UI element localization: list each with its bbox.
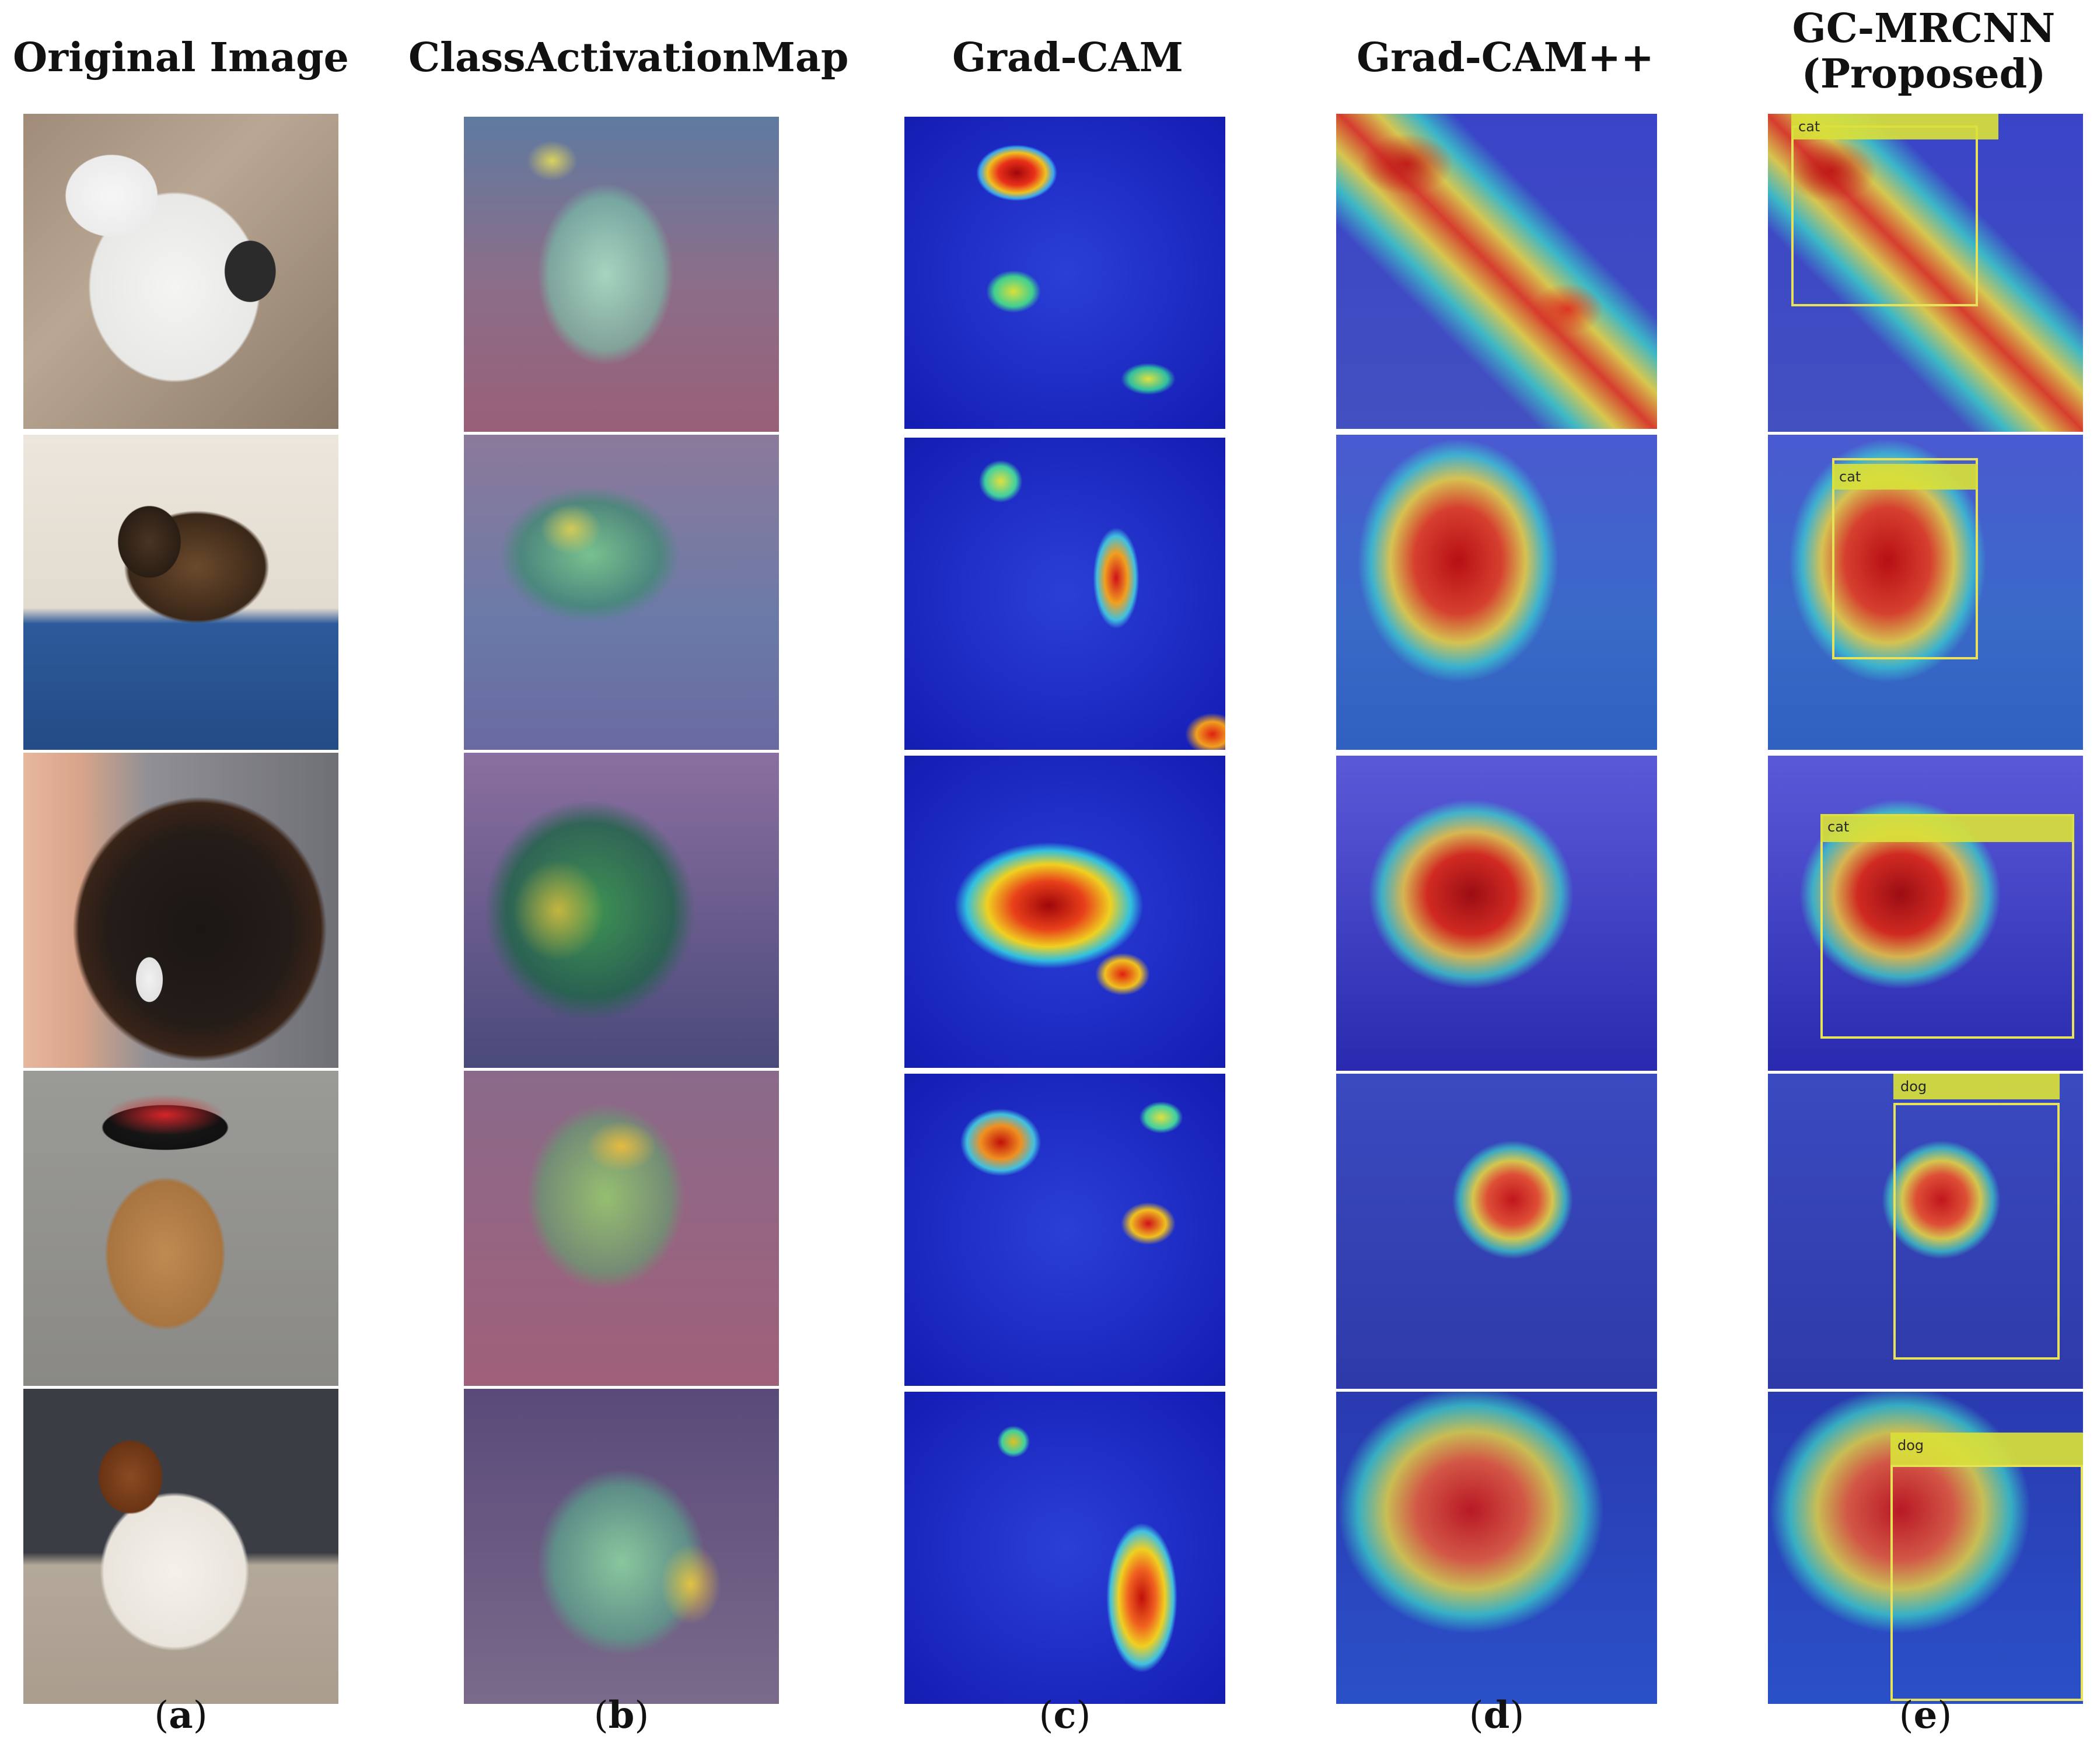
column-title-gradcam: Grad-CAM: [893, 35, 1243, 81]
detection-label: dog: [1893, 1074, 2060, 1099]
gradcam-image-row3: [904, 756, 1225, 1068]
detection-label: cat: [1832, 464, 1978, 490]
caption-c: (c): [1039, 1693, 1091, 1737]
caption-e-letter: e: [1913, 1693, 1938, 1737]
column-title-cam: ClassActivationMap: [408, 35, 848, 81]
proposed-image-row3: cat: [1768, 756, 2083, 1071]
detection-label: dog: [1890, 1433, 2083, 1465]
figure-header: Original Image ClassActivationMap Grad-C…: [0, 0, 2097, 111]
caption-b-letter: b: [608, 1693, 635, 1737]
detection-label: cat: [1791, 114, 1998, 139]
gradcam-image-row1: [904, 117, 1225, 429]
original-image-row1: [23, 114, 338, 429]
original-image-row5: [23, 1389, 338, 1704]
column-title-gradcampp-text: Grad-CAM++: [1357, 34, 1654, 81]
detection-label: cat: [1820, 814, 2074, 842]
cam-image-row5: [464, 1389, 779, 1704]
caption-a-letter: a: [169, 1693, 193, 1737]
column-title-original-text: Original Image: [13, 34, 349, 81]
gradcampp-image-row3: [1336, 756, 1657, 1071]
column-title-gradcampp: Grad-CAM++: [1319, 35, 1692, 81]
gradcam-image-row4: [904, 1074, 1225, 1386]
original-image-row4: [23, 1071, 338, 1386]
detection-box: [1893, 1103, 2060, 1360]
gradcam-image-row2: [904, 438, 1225, 750]
gradcampp-image-row2: [1336, 435, 1657, 750]
caption-d: (d): [1469, 1693, 1525, 1737]
caption-d-letter: d: [1483, 1693, 1510, 1737]
proposed-image-row4: dog: [1768, 1074, 2083, 1389]
column-title-gradcam-text: Grad-CAM: [952, 34, 1183, 81]
column-title-original: Original Image: [0, 35, 362, 81]
caption-a: (a): [154, 1693, 208, 1737]
detection-box: [1832, 458, 1978, 659]
gradcampp-image-row5: [1336, 1392, 1657, 1704]
proposed-image-row1: cat: [1768, 114, 2083, 432]
proposed-image-row5: dog: [1768, 1392, 2083, 1704]
gradcam-image-row5: [904, 1392, 1225, 1704]
detection-box: [1890, 1465, 2083, 1701]
cam-image-row2: [464, 435, 779, 750]
column-title-proposed-line1: GC-MRCNN: [1792, 5, 2056, 52]
original-image-row3: [23, 753, 338, 1068]
cam-image-row3: [464, 753, 779, 1068]
column-title-proposed-line2: (Proposed): [1801, 51, 2046, 97]
caption-b: (b): [593, 1693, 649, 1737]
cam-image-row4: [464, 1071, 779, 1386]
caption-e: (e): [1899, 1693, 1952, 1737]
detection-box: [1820, 814, 2074, 1039]
column-title-cam-text: ClassActivationMap: [408, 34, 849, 81]
gradcampp-image-row4: [1336, 1074, 1657, 1389]
proposed-image-row2: cat: [1768, 435, 2083, 750]
cam-image-row1: [464, 117, 779, 432]
caption-c-letter: c: [1053, 1693, 1077, 1737]
original-image-row2: [23, 435, 338, 750]
column-title-proposed: GC-MRCNN (Proposed): [1750, 6, 2097, 97]
gradcampp-image-row1: [1336, 114, 1657, 429]
detection-box: [1791, 125, 1978, 306]
